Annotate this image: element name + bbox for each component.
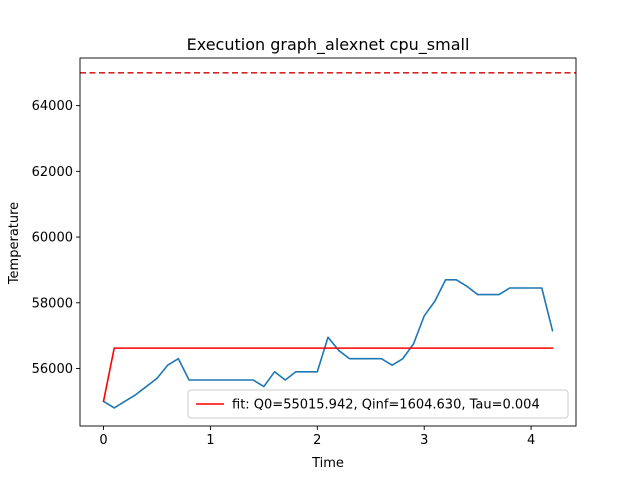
- series-line-2: [102, 347, 554, 403]
- y-tick-label-58000: 58000: [32, 296, 73, 311]
- x-tick-label-3: 3: [420, 433, 428, 448]
- plot-area: [80, 71, 576, 409]
- y-tick-label-60000: 60000: [32, 231, 73, 246]
- series-line-1: [102, 278, 554, 409]
- y-tick-label-64000: 64000: [32, 99, 73, 114]
- x-axis-title: Time: [311, 456, 344, 471]
- x-tick-label-1: 1: [206, 433, 214, 448]
- x-tick-label-4: 4: [527, 433, 535, 448]
- plot-content: [80, 71, 576, 409]
- y-tick-label-62000: 62000: [32, 165, 73, 180]
- legend-box: [187, 389, 569, 419]
- legend: fit: Q0=55015.942, Qinf=1604.630, Tau=0.…: [187, 389, 569, 419]
- y-tick-label-56000: 56000: [32, 362, 73, 377]
- x-tick-label-0: 0: [99, 433, 107, 448]
- axes: 0 1 2 3 4 56000 58000 60000 62000 64000: [32, 57, 577, 448]
- axes-frame: [79, 57, 577, 427]
- x-tick-label-2: 2: [313, 433, 321, 448]
- legend-label-1: fit: Q0=55015.942, Qinf=1604.630, Tau=0.…: [232, 398, 540, 413]
- y-axis-title: Temperature: [7, 202, 22, 285]
- chart-title: Execution graph_alexnet cpu_small: [187, 35, 470, 55]
